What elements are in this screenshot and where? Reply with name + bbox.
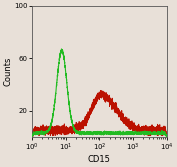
X-axis label: CD15: CD15	[88, 154, 111, 163]
Y-axis label: Counts: Counts	[4, 57, 12, 86]
